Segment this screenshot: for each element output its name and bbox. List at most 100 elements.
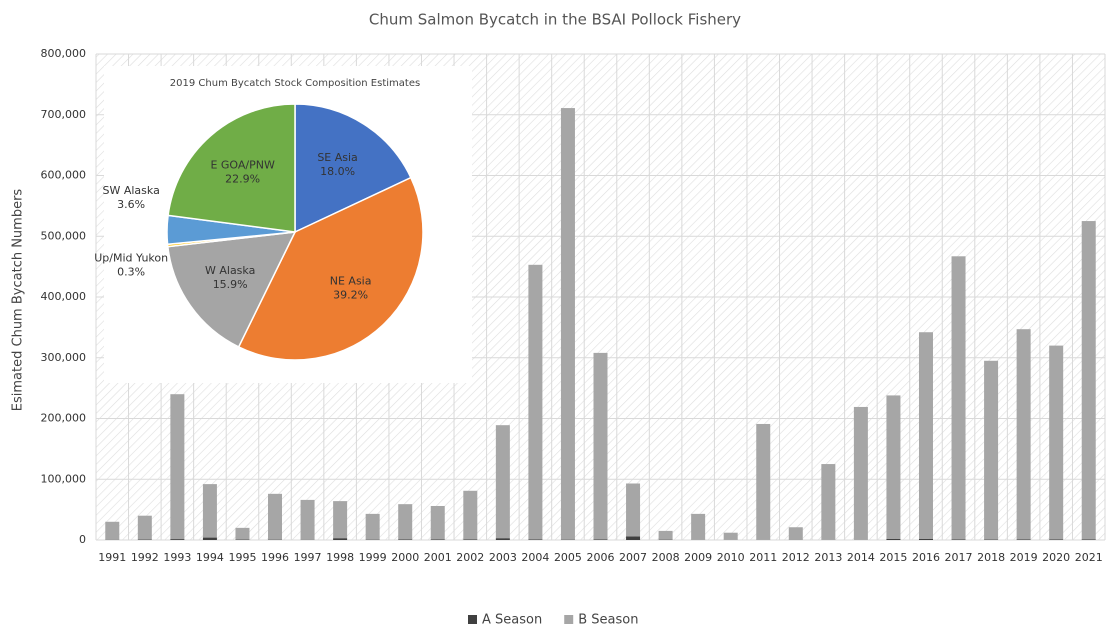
x-tick-label: 2014 — [847, 551, 875, 564]
x-tick-label: 2021 — [1075, 551, 1103, 564]
bar — [788, 527, 803, 540]
bar — [105, 521, 120, 540]
pie-value-label: 22.9% — [225, 172, 260, 185]
x-tick-label: 2007 — [619, 551, 647, 564]
bar — [463, 490, 478, 540]
bar — [886, 395, 901, 539]
bar — [333, 538, 348, 540]
y-tick-label: 0 — [79, 533, 86, 546]
pie-slice — [167, 103, 296, 233]
x-tick-label: 2009 — [684, 551, 712, 564]
x-tick-label: 2019 — [1010, 551, 1038, 564]
bar — [951, 256, 966, 540]
x-tick-label: 1997 — [294, 551, 322, 564]
x-tick-label: 1998 — [326, 551, 354, 564]
bar — [202, 484, 217, 538]
x-tick-label: 2013 — [814, 551, 842, 564]
bar — [170, 394, 185, 540]
bar — [756, 423, 771, 540]
y-tick-label: 100,000 — [41, 472, 87, 485]
bar — [430, 539, 445, 540]
bar — [137, 515, 152, 540]
bar — [463, 539, 478, 540]
y-tick-label: 500,000 — [41, 229, 87, 242]
bar — [886, 538, 901, 540]
bar — [495, 538, 510, 540]
bar — [398, 539, 413, 540]
x-tick-label: 2011 — [749, 551, 777, 564]
bar — [821, 464, 836, 540]
pie-label: W Alaska — [205, 264, 255, 277]
x-tick-label: 1995 — [228, 551, 256, 564]
pie-value-label: 39.2% — [333, 289, 368, 302]
y-tick-label: 300,000 — [41, 351, 87, 364]
bar — [1081, 221, 1096, 540]
x-tick-label: 2015 — [879, 551, 907, 564]
bar — [951, 539, 966, 540]
bar — [235, 527, 250, 540]
x-tick-label: 1996 — [261, 551, 289, 564]
bar — [658, 530, 673, 540]
x-tick-label: 1999 — [359, 551, 387, 564]
y-tick-label: 800,000 — [41, 47, 87, 60]
bar — [918, 538, 933, 540]
x-tick-label: 2000 — [391, 551, 419, 564]
bar — [398, 504, 413, 540]
bar — [723, 532, 738, 540]
x-tick-label: 2012 — [782, 551, 810, 564]
legend-label: B Season — [578, 613, 638, 628]
pie-value-label: 18.0% — [320, 165, 355, 178]
pie-value-label: 0.3% — [117, 265, 145, 278]
y-tick-label: 600,000 — [41, 169, 87, 182]
x-tick-label: 1991 — [98, 551, 126, 564]
y-tick-label: 700,000 — [41, 108, 87, 121]
bar — [626, 536, 641, 540]
x-tick-label: 2018 — [977, 551, 1005, 564]
bar — [528, 264, 543, 540]
bar — [333, 501, 348, 539]
pie-title: 2019 Chum Bycatch Stock Composition Esti… — [170, 78, 420, 89]
bar — [268, 493, 283, 540]
x-tick-label: 2002 — [456, 551, 484, 564]
x-tick-label: 2020 — [1042, 551, 1070, 564]
x-tick-label: 2016 — [912, 551, 940, 564]
x-tick-label: 2006 — [587, 551, 615, 564]
bar — [626, 483, 641, 537]
x-tick-label: 2004 — [521, 551, 549, 564]
y-tick-label: 200,000 — [41, 412, 87, 425]
pie-label: E GOA/PNW — [210, 158, 275, 171]
bar — [1081, 539, 1096, 540]
bar — [1016, 329, 1031, 540]
pie-value-label: 15.9% — [213, 278, 248, 291]
bar — [853, 406, 868, 540]
bar — [691, 513, 706, 540]
x-tick-label: 2017 — [945, 551, 973, 564]
y-axis-label: Esimated Chum Bycatch Numbers — [11, 189, 26, 412]
pie-slice — [237, 176, 424, 361]
bar — [202, 537, 217, 540]
legend-label: A Season — [482, 613, 542, 628]
x-tick-label: 2008 — [652, 551, 680, 564]
bar — [495, 425, 510, 539]
pie-label: SE Asia — [317, 151, 357, 164]
legend-swatch — [564, 615, 574, 624]
bar — [170, 539, 185, 540]
pie-value-label: 3.6% — [117, 198, 145, 211]
bar — [560, 108, 575, 540]
bar — [430, 505, 445, 540]
x-tick-label: 1993 — [163, 551, 191, 564]
x-tick-label: 2005 — [554, 551, 582, 564]
y-tick-label: 400,000 — [41, 290, 87, 303]
x-tick-label: 2010 — [717, 551, 745, 564]
bar — [528, 539, 543, 540]
pie-label: NE Asia — [330, 275, 372, 288]
pie-slice — [167, 231, 297, 348]
bar — [1049, 345, 1064, 540]
x-tick-label: 1992 — [131, 551, 159, 564]
x-tick-label: 2001 — [424, 551, 452, 564]
legend-swatch — [468, 615, 477, 624]
bar — [1016, 539, 1031, 540]
bar — [984, 360, 999, 540]
